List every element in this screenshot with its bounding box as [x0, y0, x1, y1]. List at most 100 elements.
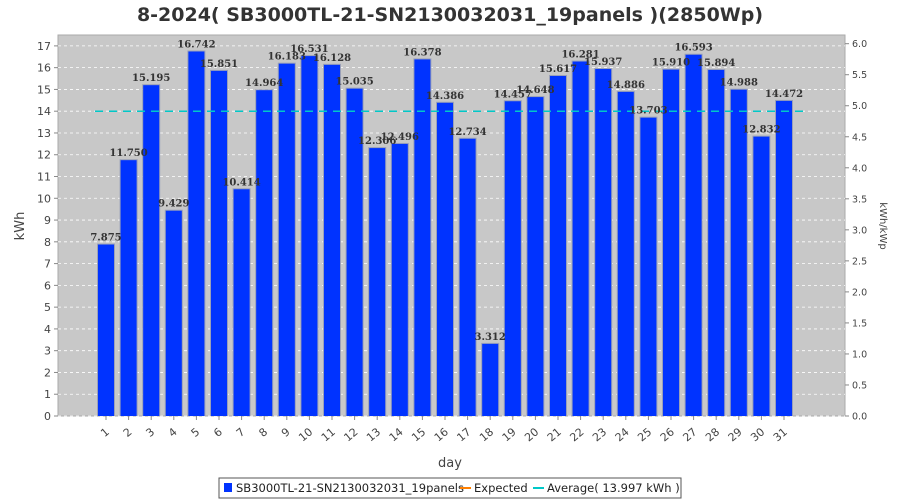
y2-tick-label: 4.5 [852, 132, 867, 143]
y-tick-label: 15 [37, 83, 51, 96]
x-tick-label: 18 [477, 425, 496, 444]
bar-data-label: 16.378 [403, 47, 441, 58]
legend-entry-expected: Expected [474, 481, 528, 495]
bar-data-label: 10.414 [222, 177, 260, 188]
y-tick-label: 6 [44, 279, 51, 292]
bar [708, 69, 725, 417]
bar [550, 75, 566, 416]
x-tick-label: 2 [121, 425, 135, 439]
x-tick-label: 7 [234, 425, 248, 439]
y-tick-label: 13 [37, 127, 51, 140]
x-tick-label: 27 [680, 425, 699, 444]
y2-tick-label: 1.5 [852, 318, 867, 329]
x-tick-label: 3 [143, 425, 157, 439]
bar [527, 97, 544, 417]
x-tick-label: 9 [279, 425, 293, 439]
bar [143, 85, 160, 417]
x-axis-title: day [438, 456, 462, 471]
bar [120, 160, 137, 416]
y-tick-label: 9 [44, 214, 51, 227]
bar [369, 148, 386, 416]
y2-axis-title: kWh/kWp [877, 202, 888, 249]
legend-entry-average: Average( 13.997 kWh ) [547, 481, 680, 495]
bar [165, 210, 182, 416]
bar-data-label: 14.964 [245, 78, 283, 89]
bar-data-label: 15.894 [697, 58, 735, 69]
y2-tick-label: 5.5 [852, 70, 867, 81]
bar [482, 343, 499, 416]
bar [459, 138, 476, 416]
bar-data-label: 12.832 [742, 125, 780, 136]
data-labels: 7.875 11.750 15.195 9.429 16.742 15.851 10.414… [90, 40, 803, 343]
bar-data-label: 16.531 [290, 44, 328, 55]
legend: SB3000TL-21-SN2130032031_19panels Expect… [218, 477, 682, 499]
bar [211, 70, 227, 416]
bar-data-label: 14.648 [516, 85, 554, 96]
x-tick-label: 4 [166, 425, 180, 439]
x-tick-label: 5 [189, 425, 203, 439]
x-tick-label: 12 [341, 425, 360, 444]
bar [301, 56, 318, 416]
bar-data-label: 7.875 [90, 233, 121, 244]
bars [97, 50, 793, 417]
x-tick-label: 16 [432, 425, 451, 444]
bar-data-label: 3.312 [475, 332, 506, 343]
bar [730, 89, 747, 417]
y2-tick-label: 2.0 [852, 287, 867, 298]
bar-data-label: 15.910 [652, 58, 690, 69]
bar [98, 244, 114, 416]
x-tick-label: 24 [613, 425, 632, 444]
x-tick-label: 23 [590, 425, 609, 444]
y-tick-label: 14 [37, 105, 51, 118]
bar-data-label: 15.617 [539, 64, 577, 75]
bar-data-label: 16.281 [561, 50, 599, 61]
y2-tick-label: 3.5 [852, 194, 867, 205]
y-tick-label: 7 [44, 258, 51, 271]
y-tick-label: 8 [44, 236, 51, 249]
bar [346, 88, 363, 417]
bar-data-label: 14.472 [765, 89, 803, 100]
bar-data-label: 14.988 [720, 78, 758, 89]
bar-data-label: 16.742 [177, 40, 215, 51]
x-tick-label: 28 [703, 425, 722, 444]
x-tick-label: 31 [771, 425, 790, 444]
x-tick-label: 22 [567, 425, 586, 444]
bar-data-label: 12.306 [358, 136, 396, 147]
bar-data-label: 14.386 [426, 91, 464, 102]
bar [391, 143, 408, 417]
x-tick-label: 15 [409, 425, 428, 444]
y-axis-title: kWh [13, 212, 28, 241]
bar [663, 69, 679, 416]
y2-tick-label: 4.0 [852, 163, 867, 174]
x-tick-label: 25 [635, 425, 654, 444]
bar-data-label: 14.886 [607, 80, 645, 91]
bar [324, 64, 340, 417]
bar-data-label: 12.496 [381, 132, 419, 143]
y-tick-label: 11 [37, 171, 51, 184]
bar-data-label: 14.457 [494, 89, 532, 100]
y2-tick-label: 5.0 [852, 101, 867, 112]
bar-data-label: 15.195 [132, 73, 170, 84]
y-tick-label: 10 [37, 192, 51, 205]
bar-data-label: 15.937 [584, 57, 622, 68]
bar-data-label: 11.750 [109, 148, 147, 159]
y-tick-label: 1 [44, 388, 51, 401]
x-tick-label: 20 [522, 425, 541, 444]
bar [617, 91, 634, 416]
bar-data-label: 13.703 [629, 106, 667, 117]
y2-tick-label: 1.0 [852, 349, 867, 360]
bar [256, 90, 273, 416]
x-tick-label: 21 [545, 425, 564, 444]
x-tick-label: 11 [319, 425, 338, 444]
y2-tick-label: 6.0 [852, 39, 867, 50]
y-tick-label: 12 [37, 149, 51, 162]
bar-data-label: 15.851 [200, 59, 238, 70]
y2-tick-label: 0.5 [852, 380, 867, 391]
legend-box [218, 477, 682, 499]
bar-data-label: 16.183 [268, 52, 306, 63]
bar-data-label: 16.128 [313, 53, 351, 64]
x-tick-label: 26 [658, 425, 677, 444]
y-tick-label: 3 [44, 345, 51, 358]
